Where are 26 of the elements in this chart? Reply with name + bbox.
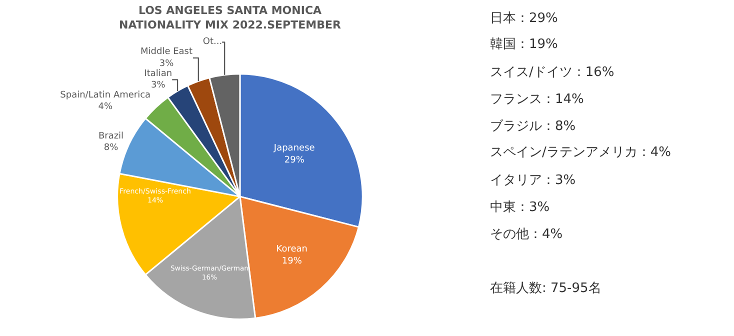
data-label: 3%: [159, 58, 174, 69]
slice-label: Spain/Latin America: [60, 90, 151, 101]
data-label: 14%: [147, 196, 164, 205]
slice-label: Italian: [144, 68, 172, 79]
text: スペイン/ラテンアメリカ：4%: [490, 145, 672, 160]
text: ブラジル：8%: [490, 119, 576, 134]
data-label: 4%: [98, 102, 113, 112]
text: 韓国：19%: [490, 37, 558, 52]
data-label: 3%: [151, 80, 166, 91]
text: フランス：14%: [490, 92, 584, 107]
data-label: 29%: [284, 155, 305, 166]
text: イタリア：3%: [490, 173, 576, 188]
data-label: 19%: [282, 256, 302, 266]
chart-title: LOS ANGELES SANTA MONICA NATIONALITY MIX 2022.SEPTEMBER: [119, 4, 342, 32]
text: 日本：29%: [490, 11, 558, 26]
text: その他：4%: [490, 227, 563, 242]
slice-label: Brazil: [98, 132, 124, 142]
text: スイス/ドイツ：16%: [490, 65, 614, 80]
slice-label: French/Swiss-French: [120, 186, 192, 196]
text: 在籍人数: 75-95名: [490, 281, 602, 296]
slice-label: Japanese: [272, 144, 316, 154]
slice-label: Ot...: [202, 37, 222, 48]
slice-label: Korean: [276, 244, 308, 255]
data-label: 8%: [104, 143, 119, 154]
text: 中東：3%: [490, 200, 550, 215]
slice-label: Middle East: [140, 47, 193, 58]
